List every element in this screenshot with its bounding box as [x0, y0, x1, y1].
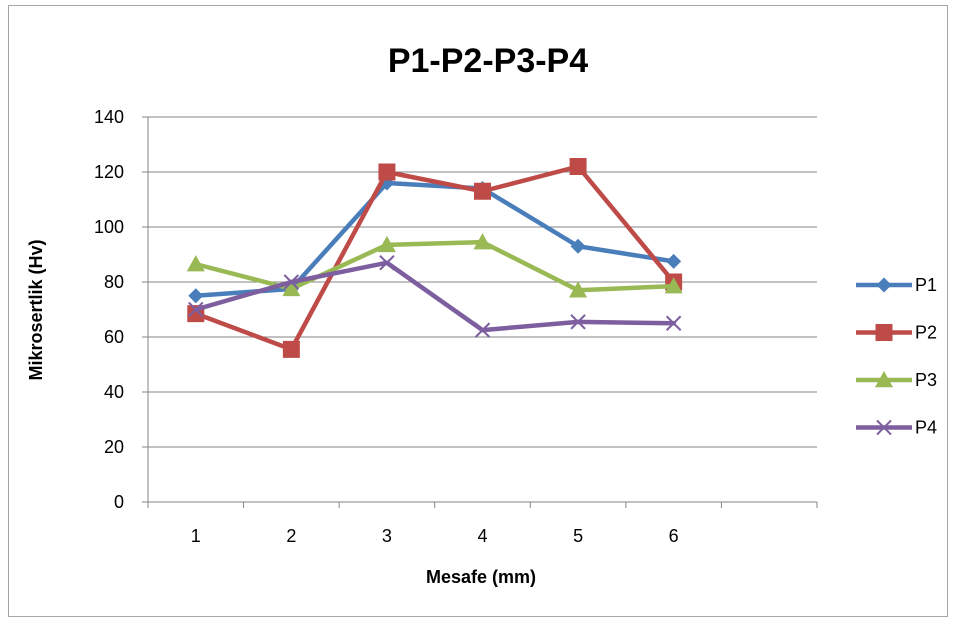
- legend-marker: [875, 371, 893, 388]
- legend-item-p4: P4: [856, 418, 937, 438]
- data-point: [570, 314, 586, 330]
- legend-item-p3: P3: [856, 370, 937, 390]
- x-tick-label: 5: [573, 526, 583, 546]
- x-tick-label: 1: [191, 526, 201, 546]
- series-lines: [186, 158, 683, 358]
- series-p4: [188, 255, 682, 338]
- data-point: [379, 255, 395, 271]
- data-point: [282, 279, 301, 297]
- data-point: [666, 253, 682, 269]
- x-axis-ticks: 1 2 3 4 5 6: [191, 526, 679, 546]
- legend-item-p1: P1: [856, 275, 937, 295]
- y-tick-label: 60: [104, 327, 124, 347]
- series-line: [193, 260, 676, 333]
- legend: P1 P2 P3 P4: [856, 275, 937, 438]
- y-tick-label: 120: [94, 162, 124, 182]
- legend-label: P3: [915, 370, 937, 390]
- data-point: [569, 281, 588, 298]
- series-line: [193, 180, 676, 298]
- y-tick-label: 0: [114, 492, 124, 512]
- data-point: [377, 235, 396, 253]
- y-axis-title: Mikrosertlik (Hv): [26, 239, 46, 380]
- y-tick-label: 20: [104, 437, 124, 457]
- y-tick-label: 100: [94, 217, 124, 237]
- legend-item-p2: P2: [856, 323, 937, 343]
- data-point: [188, 288, 204, 304]
- legend-label: P2: [915, 323, 937, 343]
- series-p1: [188, 175, 682, 304]
- x-tick-label: 3: [382, 526, 392, 546]
- x-axis-title: Mesafe (mm): [426, 567, 536, 587]
- chart-title: P1-P2-P3-P4: [388, 42, 588, 80]
- x-tick-label: 6: [669, 526, 679, 546]
- legend-label: P1: [915, 275, 937, 295]
- data-point: [664, 277, 683, 294]
- data-point: [474, 322, 491, 338]
- y-axis-ticks: 0 20 40 60 80 100 120 140: [94, 107, 124, 512]
- legend-marker: [875, 324, 893, 341]
- data-point: [474, 182, 491, 200]
- x-tick-label: 4: [477, 526, 487, 546]
- data-point: [282, 340, 300, 358]
- series-line: [193, 164, 676, 352]
- x-tick-label: 2: [286, 526, 296, 546]
- y-tick-label: 140: [94, 107, 124, 127]
- data-point: [570, 238, 586, 254]
- data-point: [473, 233, 492, 250]
- legend-marker: [876, 419, 892, 436]
- y-tick-label: 80: [104, 272, 124, 292]
- axes: [142, 116, 818, 508]
- y-tick-label: 40: [104, 382, 124, 402]
- data-point: [283, 274, 300, 290]
- data-point: [569, 158, 587, 175]
- data-point: [378, 163, 396, 181]
- series-p3: [186, 233, 683, 298]
- data-point: [188, 301, 204, 318]
- data-point: [186, 255, 205, 272]
- legend-label: P4: [915, 418, 937, 438]
- gridlines: [148, 116, 817, 448]
- legend-marker: [876, 277, 892, 293]
- data-point: [665, 315, 682, 331]
- chart-frame: [8, 5, 948, 617]
